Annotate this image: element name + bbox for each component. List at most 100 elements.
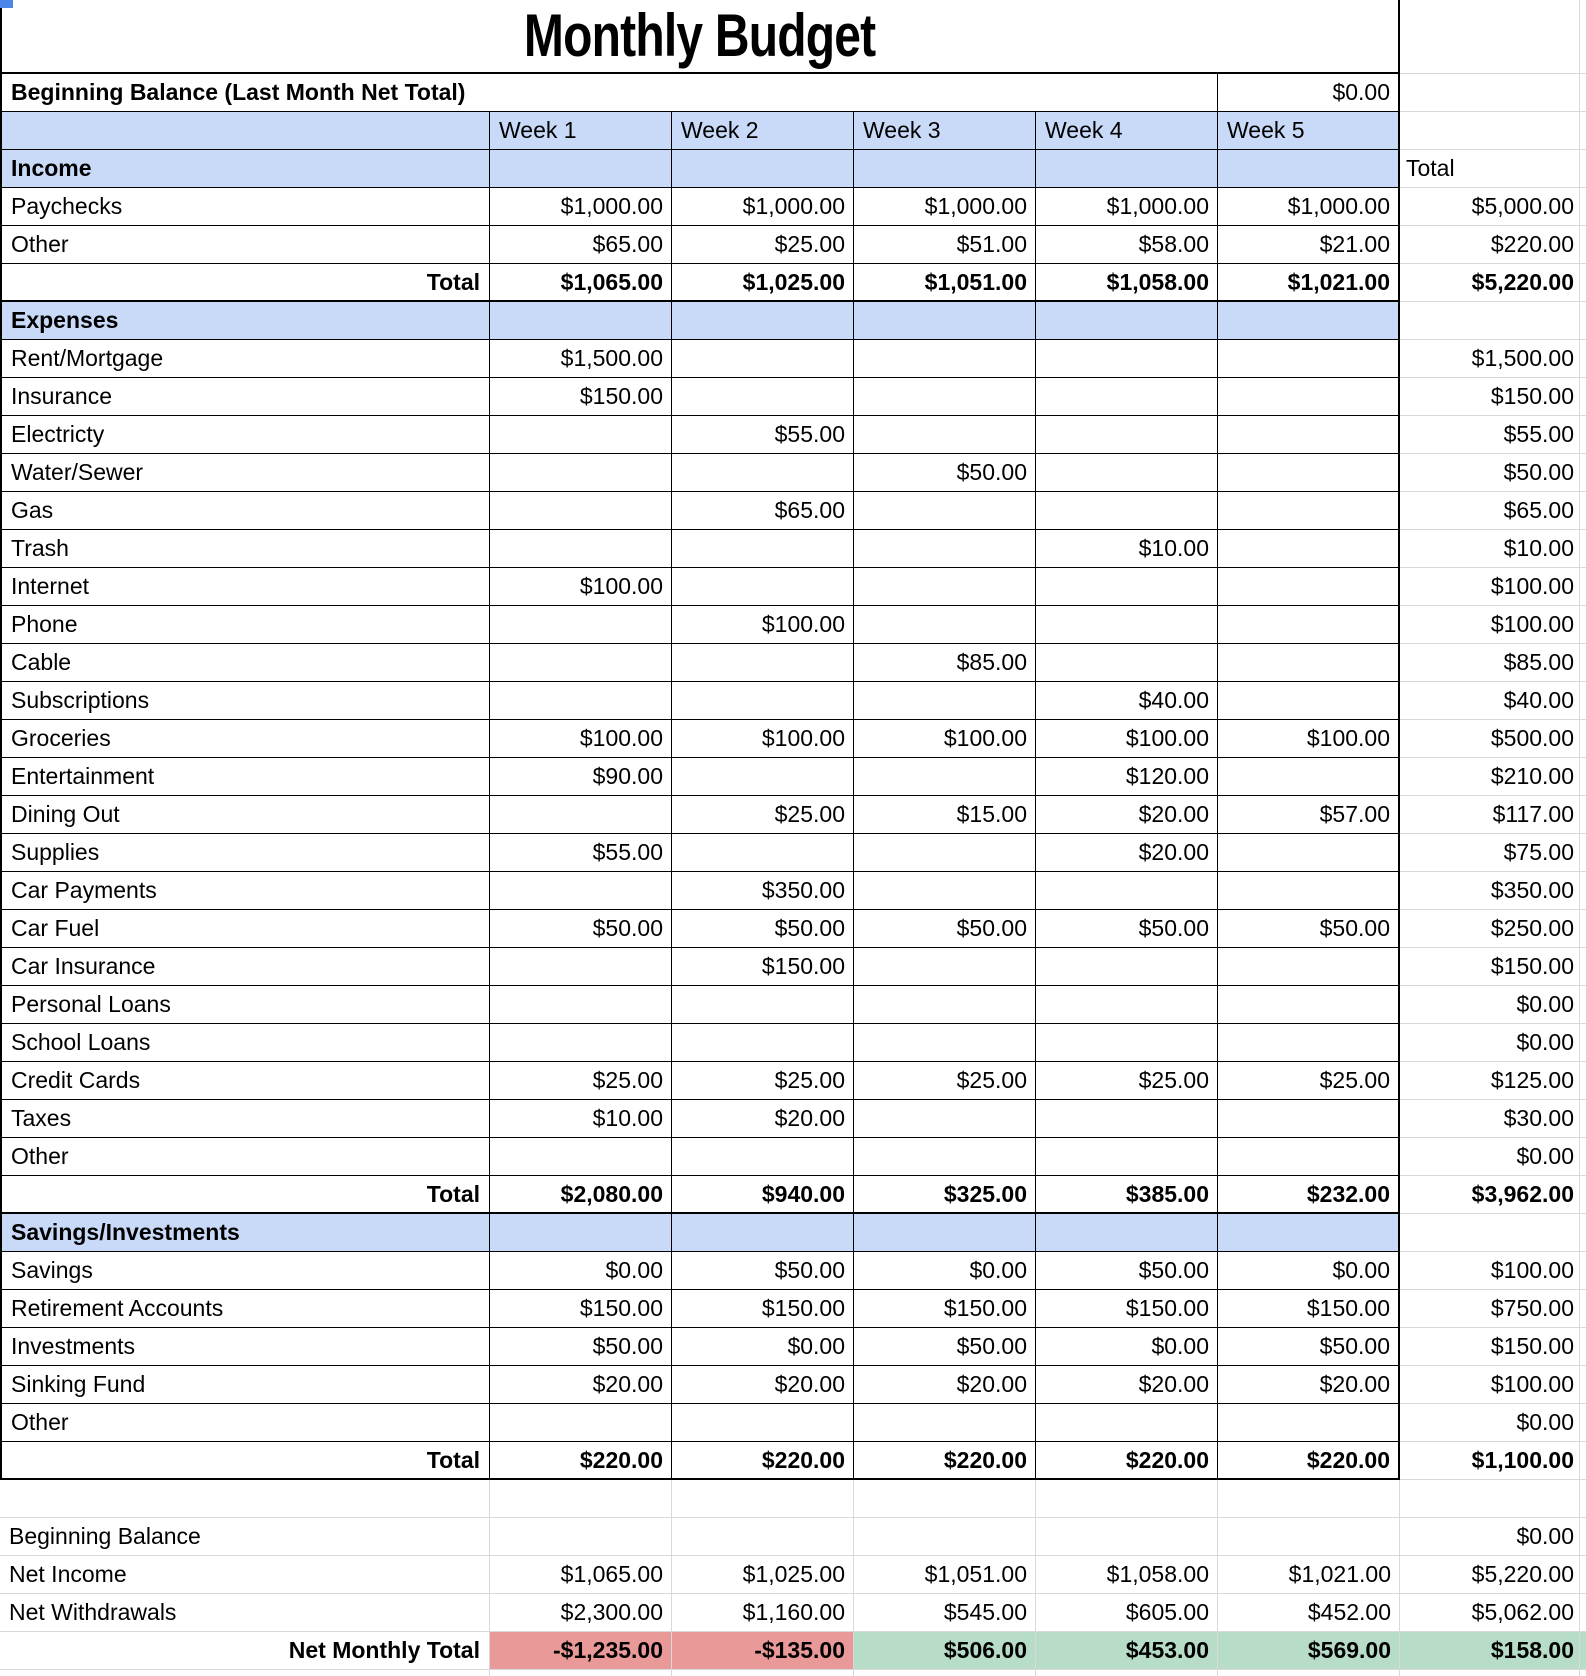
week-4-value-cell[interactable] xyxy=(1036,948,1218,986)
week-4-summary-cell[interactable] xyxy=(1036,1518,1218,1556)
week-3-value-cell[interactable]: $25.00 xyxy=(854,1062,1036,1100)
row-label-cell[interactable]: Personal Loans xyxy=(0,986,490,1024)
week-4-value-cell[interactable] xyxy=(1036,986,1218,1024)
week-4-value-cell[interactable]: $150.00 xyxy=(1036,1290,1218,1328)
week-2-value-cell[interactable]: $20.00 xyxy=(672,1366,854,1404)
week-2-value-cell[interactable]: $55.00 xyxy=(672,416,854,454)
beginning-balance-label-cell[interactable]: Beginning Balance (Last Month Net Total) xyxy=(0,74,1218,112)
week-3-total-cell[interactable]: $220.00 xyxy=(854,1442,1036,1480)
week-3-value-cell[interactable] xyxy=(854,416,1036,454)
week-2-value-cell[interactable] xyxy=(672,1404,854,1442)
week-1-value-cell[interactable]: $50.00 xyxy=(490,1328,672,1366)
section-total-label-cell[interactable]: Total xyxy=(0,1442,490,1480)
week-4-value-cell[interactable]: $50.00 xyxy=(1036,1252,1218,1290)
net-monthly-total-label-cell[interactable]: Net Monthly Total xyxy=(0,1632,490,1670)
week-1-header-cell[interactable]: Week 1 xyxy=(490,112,672,150)
week-1-summary-cell[interactable] xyxy=(490,1518,672,1556)
row-total-cell[interactable]: $85.00 xyxy=(1400,644,1580,682)
week-1-value-cell[interactable]: $90.00 xyxy=(490,758,672,796)
week-4-value-cell[interactable] xyxy=(1036,1024,1218,1062)
row-total-cell[interactable]: $65.00 xyxy=(1400,492,1580,530)
week-2-summary-cell[interactable]: $1,025.00 xyxy=(672,1556,854,1594)
row-total-cell[interactable]: $0.00 xyxy=(1400,1024,1580,1062)
week-4-value-cell[interactable] xyxy=(1036,644,1218,682)
summary-total-cell[interactable]: $5,062.00 xyxy=(1400,1594,1580,1632)
week-4-value-cell[interactable]: $0.00 xyxy=(1036,1328,1218,1366)
row-label-cell[interactable]: Internet xyxy=(0,568,490,606)
summary-total-cell[interactable]: $5,220.00 xyxy=(1400,1556,1580,1594)
week-2-value-cell[interactable]: $20.00 xyxy=(672,1100,854,1138)
week-2-total-cell[interactable]: $1,025.00 xyxy=(672,264,854,302)
week-3-value-cell[interactable]: $100.00 xyxy=(854,720,1036,758)
week-2-value-cell[interactable] xyxy=(672,454,854,492)
section-header-week-cell[interactable] xyxy=(1218,150,1400,188)
week-5-total-cell[interactable]: $1,021.00 xyxy=(1218,264,1400,302)
week-3-summary-cell[interactable]: $545.00 xyxy=(854,1594,1036,1632)
row-total-cell[interactable]: $50.00 xyxy=(1400,454,1580,492)
week-3-value-cell[interactable] xyxy=(854,568,1036,606)
week-4-value-cell[interactable] xyxy=(1036,1100,1218,1138)
week-5-value-cell[interactable] xyxy=(1218,454,1400,492)
week-4-value-cell[interactable] xyxy=(1036,454,1218,492)
week-5-value-cell[interactable] xyxy=(1218,568,1400,606)
week-4-value-cell[interactable]: $100.00 xyxy=(1036,720,1218,758)
week-2-total-cell[interactable]: $940.00 xyxy=(672,1176,854,1214)
week-3-value-cell[interactable] xyxy=(854,1100,1036,1138)
week-3-value-cell[interactable] xyxy=(854,606,1036,644)
row-label-cell[interactable]: Taxes xyxy=(0,1100,490,1138)
week-5-value-cell[interactable] xyxy=(1218,1100,1400,1138)
week-1-value-cell[interactable] xyxy=(490,682,672,720)
section-header-week-cell[interactable] xyxy=(1218,302,1400,340)
week-3-value-cell[interactable] xyxy=(854,492,1036,530)
row-label-cell[interactable]: Gas xyxy=(0,492,490,530)
summary-label-cell[interactable]: Beginning Balance xyxy=(0,1518,490,1556)
week-5-value-cell[interactable] xyxy=(1218,758,1400,796)
week-1-value-cell[interactable]: $1,000.00 xyxy=(490,188,672,226)
week-3-value-cell[interactable]: $50.00 xyxy=(854,910,1036,948)
blank-cell[interactable] xyxy=(1218,1480,1400,1518)
week-1-value-cell[interactable]: $150.00 xyxy=(490,1290,672,1328)
row-total-cell[interactable]: $250.00 xyxy=(1400,910,1580,948)
section-header-week-cell[interactable] xyxy=(1218,1214,1400,1252)
week-1-value-cell[interactable]: $20.00 xyxy=(490,1366,672,1404)
week-1-value-cell[interactable] xyxy=(490,1024,672,1062)
total-column-header-cell[interactable] xyxy=(1400,1214,1580,1252)
week-header-corner-cell[interactable] xyxy=(0,112,490,150)
week-3-value-cell[interactable] xyxy=(854,834,1036,872)
spacer-cell[interactable] xyxy=(1400,74,1580,112)
row-label-cell[interactable]: Car Fuel xyxy=(0,910,490,948)
week-1-value-cell[interactable] xyxy=(490,530,672,568)
week-3-value-cell[interactable]: $51.00 xyxy=(854,226,1036,264)
week-5-value-cell[interactable] xyxy=(1218,682,1400,720)
total-column-header-cell[interactable] xyxy=(1400,302,1580,340)
row-label-cell[interactable]: Phone xyxy=(0,606,490,644)
week-5-total-cell[interactable]: $220.00 xyxy=(1218,1442,1400,1480)
section-header-week-cell[interactable] xyxy=(490,150,672,188)
week-1-value-cell[interactable] xyxy=(490,1138,672,1176)
week-2-value-cell[interactable]: $100.00 xyxy=(672,720,854,758)
week-1-value-cell[interactable]: $65.00 xyxy=(490,226,672,264)
week-5-summary-cell[interactable]: $452.00 xyxy=(1218,1594,1400,1632)
week-2-value-cell[interactable]: $65.00 xyxy=(672,492,854,530)
row-label-cell[interactable]: Paychecks xyxy=(0,188,490,226)
week-2-value-cell[interactable] xyxy=(672,378,854,416)
week-5-value-cell[interactable] xyxy=(1218,834,1400,872)
week-5-header-cell[interactable]: Week 5 xyxy=(1218,112,1400,150)
week-2-value-cell[interactable]: $50.00 xyxy=(672,910,854,948)
row-total-cell[interactable]: $0.00 xyxy=(1400,986,1580,1024)
week-2-value-cell[interactable]: $50.00 xyxy=(672,1252,854,1290)
section-grand-total-cell[interactable]: $5,220.00 xyxy=(1400,264,1580,302)
blank-cell[interactable] xyxy=(1400,1480,1580,1518)
week-2-value-cell[interactable]: $25.00 xyxy=(672,1062,854,1100)
week-4-value-cell[interactable]: $120.00 xyxy=(1036,758,1218,796)
week-2-value-cell[interactable]: $150.00 xyxy=(672,948,854,986)
week-5-value-cell[interactable]: $50.00 xyxy=(1218,910,1400,948)
row-label-cell[interactable]: Supplies xyxy=(0,834,490,872)
row-total-cell[interactable]: $350.00 xyxy=(1400,872,1580,910)
week-1-net-total-cell[interactable]: -$1,235.00 xyxy=(490,1632,672,1670)
week-2-summary-cell[interactable]: $1,160.00 xyxy=(672,1594,854,1632)
row-label-cell[interactable]: Retirement Accounts xyxy=(0,1290,490,1328)
week-4-value-cell[interactable] xyxy=(1036,568,1218,606)
row-label-cell[interactable]: School Loans xyxy=(0,1024,490,1062)
week-5-value-cell[interactable] xyxy=(1218,530,1400,568)
